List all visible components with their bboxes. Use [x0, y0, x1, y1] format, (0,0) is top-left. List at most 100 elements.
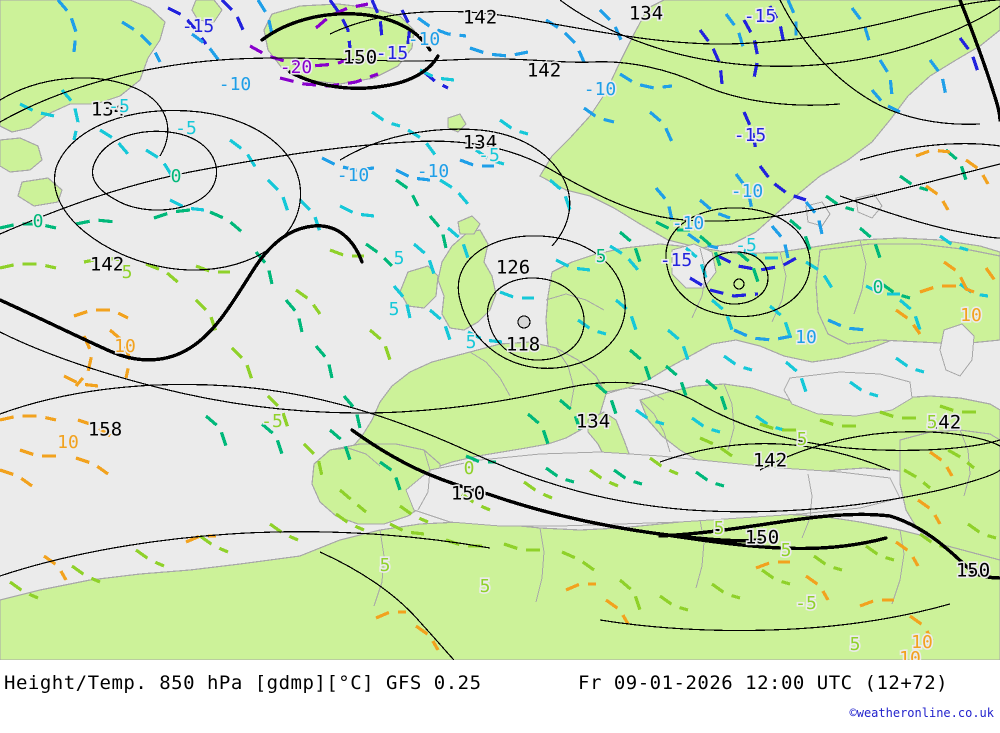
isotherm-label-0-28: 0	[873, 277, 884, 298]
contour-150-iceland-bold2	[288, 54, 440, 90]
isotherm-label-5-21: 5	[394, 248, 405, 269]
land-faroe	[447, 113, 467, 133]
contour-africa-2	[319, 551, 455, 660]
isotherm-label-5-36: 5	[380, 555, 391, 576]
isotherm-label-minus10-11: -10	[417, 161, 450, 182]
height-contour-label-134-0: 134	[91, 99, 125, 121]
isotherm-label-minus5-9: -5	[108, 96, 130, 117]
isotherm-label-10-25: 10	[795, 327, 817, 348]
isotherm-label-minus20-1: -20	[280, 57, 313, 78]
isotherm-label-5-39: 5	[850, 634, 861, 655]
contour-low-russia-core	[733, 278, 745, 290]
contour-142-south	[0, 383, 1000, 513]
contour-ne-1	[559, 0, 1000, 67]
isotherm-label-5-20: 5	[122, 262, 133, 283]
isotherm-label-minus5-30: -5	[261, 411, 283, 432]
isotherm-label-minus15-17: -15	[660, 250, 693, 271]
contour-north-sea	[339, 128, 571, 247]
water-black-sea	[783, 371, 913, 417]
isotherm-label-minus5-18: -5	[735, 235, 757, 256]
isotherm-minus10	[56, 0, 948, 342]
isotherm-label-0-19: 0	[171, 166, 182, 187]
isotherm-label-5-24: 5	[466, 332, 477, 353]
isotherm-minus15	[167, 0, 980, 298]
contour-142-e2	[659, 443, 891, 471]
isotherm-label-minus10-13: -10	[731, 181, 764, 202]
height-contour-label-150-15: 150	[956, 560, 990, 582]
contour-ne-4	[839, 195, 1000, 239]
isotherm-label-minus10-5: -10	[584, 79, 617, 100]
contour-150-iceland-bold	[260, 12, 432, 52]
contour-134-nw-inner	[91, 130, 218, 211]
isotherm-label-5-22: 5	[389, 299, 400, 320]
footer-copyright[interactable]: ©weatheronline.co.uk	[849, 706, 995, 720]
height-contour-label-126-7: 126	[496, 257, 530, 279]
contour-118-low	[487, 277, 585, 361]
contour-142-north	[329, 0, 1000, 45]
land-janmayen	[191, 0, 223, 23]
height-contour-label-150-13: 150	[451, 483, 485, 505]
isotherm-label-minus15-8: -15	[734, 125, 767, 146]
contour-134-nw-outer	[53, 109, 302, 271]
height-contour-label-142-6: 142	[90, 254, 124, 276]
isotherm-minus5	[19, 68, 989, 434]
contour-158-bold	[0, 224, 364, 362]
contour-ne-2	[779, 0, 981, 125]
contour-150-east-bold	[888, 514, 974, 574]
land-russia-south	[815, 243, 1000, 345]
contour-150-east-bold2	[970, 570, 1000, 580]
height-contour-label-134-2: 134	[629, 3, 663, 25]
isotherm-label-minus5-7: -5	[175, 118, 197, 139]
isotherm-label-0-14: 0	[33, 211, 44, 232]
contour-126-low	[457, 235, 626, 369]
contour-150-iberia-bold	[350, 428, 490, 496]
isotherm-label-10-41: 10	[911, 632, 933, 653]
isotherm-label-10-29: 10	[57, 432, 79, 453]
bold-contour-layer	[0, 0, 1000, 580]
height-contour-label-150-5: 150	[343, 47, 377, 69]
water-caspian	[939, 323, 975, 377]
land-greenland-islands	[0, 137, 43, 173]
contour-134-europe	[0, 331, 1000, 451]
land-greenland	[0, 0, 166, 133]
isotherm-label-minus10-16: -10	[672, 213, 705, 234]
contour-150-med-bold	[486, 492, 762, 543]
isotherm-label-5-34: 5	[714, 518, 725, 539]
height-contour-label-134-10: 134	[576, 411, 610, 433]
land-scotland-north	[457, 215, 481, 235]
isotherm-layer	[0, 0, 998, 651]
isotherm-label-5-35: 5	[781, 540, 792, 561]
contour-africa-1	[0, 531, 491, 577]
isotherm-label-0-33: 0	[464, 458, 475, 479]
contour-118-core	[517, 315, 531, 329]
contour-low-russia-inner	[703, 251, 769, 305]
contour-134-mid	[0, 140, 1000, 235]
contour-142-north2	[0, 57, 841, 123]
contour-ne-3	[859, 143, 1000, 161]
footer-valid-date: Fr 09-01-2026 12:00 UTC (12+72)	[578, 672, 949, 694]
isotherm-label-5-31: 5	[927, 412, 938, 433]
isotherm-label-minus5-38: -5	[795, 593, 817, 614]
land-greenland-island2	[17, 177, 63, 207]
land-scandinavia	[539, 0, 1000, 249]
isotherm-plus10	[0, 148, 998, 651]
isotherm-label-5-32: 5	[797, 429, 808, 450]
height-contour-label-158-9: 158	[88, 419, 122, 441]
isotherm-0	[0, 148, 968, 491]
height-contour-layer	[0, 0, 1000, 660]
weather-map-canvas[interactable]: 134 142 134 142 134 150 142 126 118 158 134 142 142 1…	[0, 0, 1000, 660]
contour-africa-3	[599, 603, 951, 632]
contour-ne-bold	[958, 0, 1000, 122]
isotherm-label-10-23: 10	[114, 336, 136, 357]
isotherm-label-minus10-10: -10	[337, 165, 370, 186]
isotherm-label-5-27: 5	[596, 246, 607, 267]
contour-150-med-bold2	[658, 512, 892, 538]
height-contour-label-118-8: 118	[506, 334, 540, 356]
map-footer: Height/Temp. 850 hPa [gdmp][°C] GFS 0.25…	[0, 660, 1000, 733]
height-contour-label-150-14: 150	[745, 527, 779, 549]
isotherm-label-minus5-12: -5	[478, 145, 500, 166]
height-contour-label-142-3: 142	[527, 60, 561, 82]
contour-low-russia-outer	[665, 207, 811, 318]
isotherm-label-minus5-6: -5	[107, 96, 129, 117]
